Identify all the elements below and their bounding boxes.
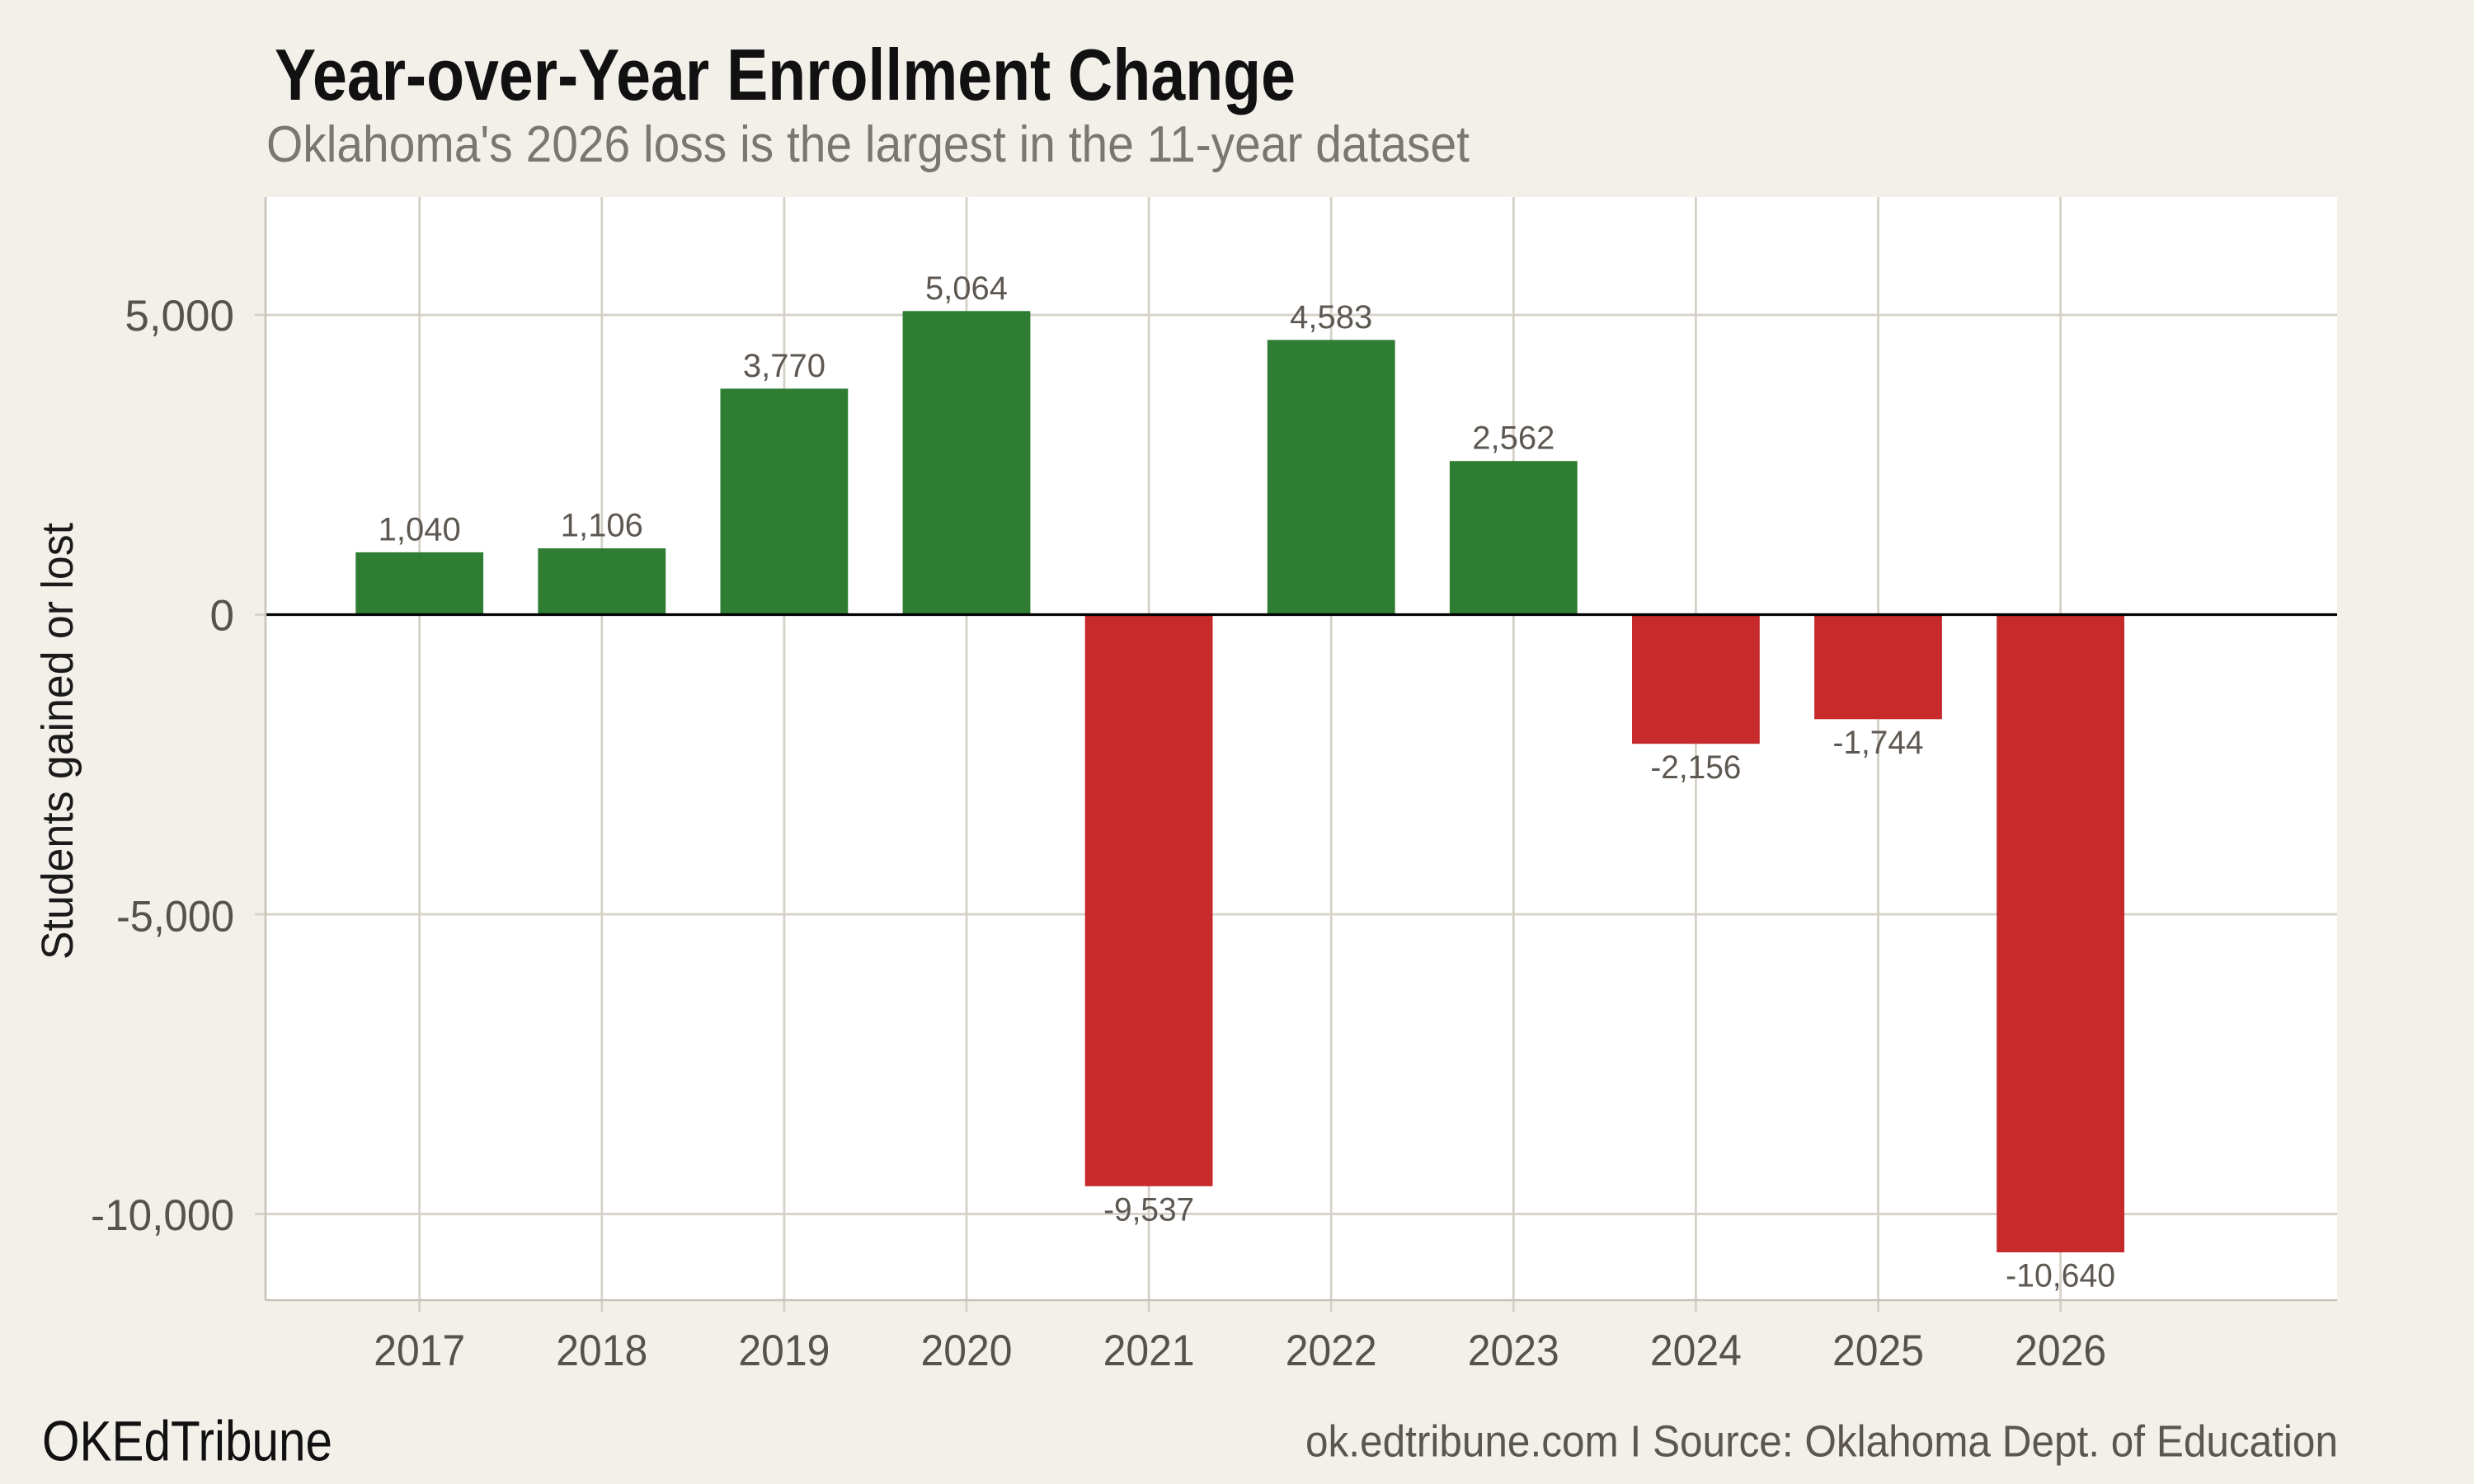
svg-text:2021: 2021 (1103, 1327, 1195, 1375)
svg-text:Oklahoma's 2026 loss is the la: Oklahoma's 2026 loss is the largest in t… (266, 116, 1470, 173)
svg-text:5,000: 5,000 (125, 292, 234, 340)
svg-text:-10,640: -10,640 (2006, 1258, 2115, 1294)
svg-text:2020: 2020 (921, 1327, 1013, 1375)
svg-text:-2,156: -2,156 (1650, 749, 1741, 786)
svg-text:2,562: 2,562 (1472, 420, 1554, 457)
svg-text:-10,000: -10,000 (91, 1191, 234, 1240)
svg-text:-9,537: -9,537 (1103, 1191, 1194, 1228)
svg-text:Year-over-Year Enrollment Chan: Year-over-Year Enrollment Change (275, 34, 1296, 115)
svg-text:3,770: 3,770 (743, 348, 825, 384)
svg-text:Students gained or lost: Students gained or lost (33, 523, 82, 960)
svg-text:2024: 2024 (1650, 1327, 1742, 1375)
svg-text:1,040: 1,040 (379, 511, 461, 547)
svg-text:2018: 2018 (556, 1327, 647, 1375)
svg-text:-1,744: -1,744 (1833, 725, 1924, 761)
svg-text:0: 0 (210, 592, 234, 641)
svg-text:1,106: 1,106 (561, 508, 643, 544)
svg-text:4,583: 4,583 (1290, 299, 1372, 336)
svg-text:2023: 2023 (1468, 1327, 1559, 1375)
svg-text:OKEdTribune: OKEdTribune (42, 1410, 332, 1473)
svg-text:2017: 2017 (374, 1327, 465, 1375)
svg-text:5,064: 5,064 (925, 270, 1008, 307)
svg-text:ok.edtribune.com I Source: Okl: ok.edtribune.com I Source: Oklahoma Dept… (1305, 1417, 2338, 1467)
svg-text:-5,000: -5,000 (116, 893, 234, 942)
svg-text:2019: 2019 (738, 1327, 830, 1375)
svg-text:2022: 2022 (1286, 1327, 1377, 1375)
svg-text:2026: 2026 (2015, 1327, 2106, 1375)
svg-text:2025: 2025 (1832, 1327, 1924, 1375)
